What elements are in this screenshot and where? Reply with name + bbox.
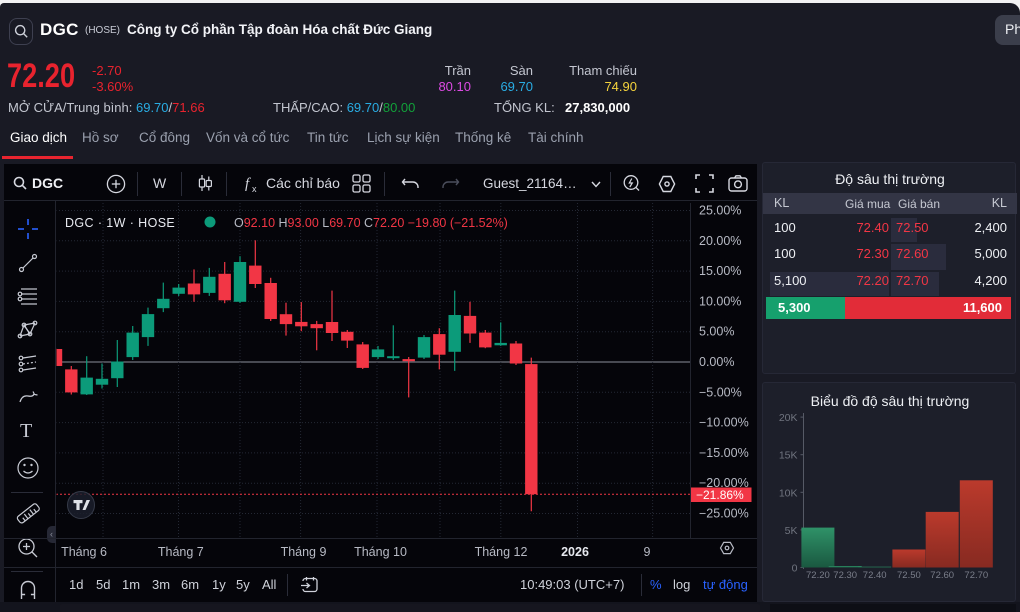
svg-text:72.40: 72.40 <box>863 570 887 581</box>
svg-text:15K: 15K <box>779 450 798 462</box>
svg-text:f: f <box>245 176 251 192</box>
svg-text:−10.00%: −10.00% <box>699 416 749 430</box>
svg-text:Tháng 6: Tháng 6 <box>61 545 107 559</box>
svg-text:72.60: 72.60 <box>930 570 954 581</box>
svg-text:20K: 20K <box>779 412 798 424</box>
svg-text:Tháng 12: Tháng 12 <box>475 545 528 559</box>
svg-text:15.00%: 15.00% <box>699 264 741 278</box>
svg-text:20.00%: 20.00% <box>699 234 741 248</box>
svg-text:72.30: 72.30 <box>833 570 857 581</box>
svg-text:0.00%: 0.00% <box>699 355 734 369</box>
svg-text:Tháng 9: Tháng 9 <box>281 545 327 559</box>
svg-text:Tháng 10: Tháng 10 <box>354 545 407 559</box>
svg-text:−5.00%: −5.00% <box>699 385 742 399</box>
svg-text:9: 9 <box>644 545 651 559</box>
svg-text:x: x <box>252 184 257 194</box>
svg-text:72.20: 72.20 <box>806 570 830 581</box>
svg-text:5.00%: 5.00% <box>699 325 734 339</box>
svg-text:DGC · 1W · HOSE: DGC · 1W · HOSE <box>65 216 175 230</box>
svg-text:5K: 5K <box>785 525 798 537</box>
svg-text:Tháng 7: Tháng 7 <box>158 545 204 559</box>
svg-text:10K: 10K <box>779 487 798 499</box>
svg-text:−15.00%: −15.00% <box>699 446 749 460</box>
svg-text:25.00%: 25.00% <box>699 204 741 218</box>
svg-text:−20.00%: −20.00% <box>699 476 749 490</box>
svg-text:10.00%: 10.00% <box>699 294 741 308</box>
svg-text:2026: 2026 <box>561 545 589 559</box>
svg-text:−21.86%: −21.86% <box>696 488 744 502</box>
svg-text:−25.00%: −25.00% <box>699 507 749 521</box>
svg-text:O92.10 H93.00 L69.70 C72.20 −1: O92.10 H93.00 L69.70 C72.20 −19.80 (−21.… <box>234 216 508 230</box>
svg-text:0: 0 <box>792 563 798 575</box>
svg-text:72.50: 72.50 <box>897 570 921 581</box>
svg-text:72.70: 72.70 <box>964 570 988 581</box>
